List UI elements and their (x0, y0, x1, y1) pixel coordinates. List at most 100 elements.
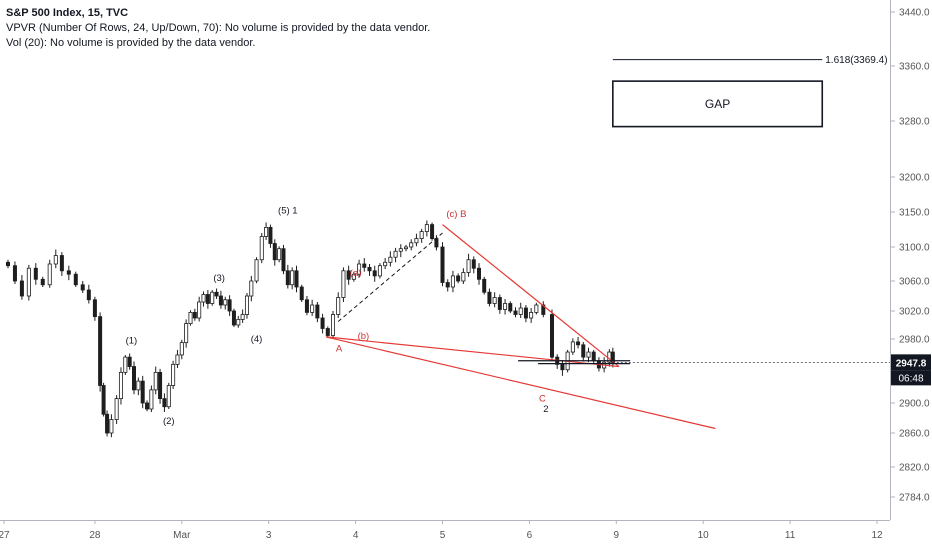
candle-up (201, 294, 206, 303)
candle-down (19, 280, 24, 297)
candle-up (570, 341, 575, 353)
candle-down (158, 371, 163, 400)
candle-up (149, 389, 154, 410)
candle-up (336, 297, 341, 315)
wave-label: (3) (213, 273, 225, 284)
candle-up (26, 267, 31, 297)
candle-down (372, 270, 377, 277)
candle-up (123, 356, 128, 373)
trendline[interactable] (442, 224, 620, 368)
price-tick-label: 2820.0 (899, 463, 930, 474)
candle-down (40, 278, 45, 286)
candle-up (249, 280, 254, 297)
candle-down (497, 297, 502, 310)
chart-title: S&P 500 Index, 15, TVC (6, 7, 129, 19)
candle-up (404, 246, 409, 250)
candle-up (171, 363, 176, 386)
gap-box[interactable] (612, 80, 824, 128)
time-tick-label: Mar (173, 530, 191, 541)
vpvr-indicator-label[interactable]: VPVR (Number Of Rows, 24, Up/Down, 70): … (6, 22, 431, 34)
candle-up (184, 323, 189, 344)
candle-up (492, 297, 497, 304)
time-tick-label: 5 (440, 530, 446, 541)
fib-extension-label: 1.618(3369.4) (825, 55, 887, 66)
time-tick-label: 6 (527, 530, 533, 541)
price-tick-label: 3360.0 (899, 62, 930, 73)
candle-up (461, 272, 466, 282)
candle-down (192, 311, 197, 319)
wave-label: C (539, 393, 546, 404)
candle-up (290, 270, 295, 286)
candle-down (482, 278, 487, 293)
time-tick-label: 28 (89, 530, 101, 541)
wave-label: (4) (251, 334, 263, 345)
price-tick-label: 3020.0 (899, 307, 930, 318)
volume-indicator-label[interactable]: Vol (20): No volume is provided by the d… (6, 37, 256, 49)
candle-down (325, 328, 330, 336)
candle-up (197, 301, 202, 319)
candle-up (357, 263, 362, 275)
candle-down (285, 270, 290, 286)
candle-up (259, 236, 264, 261)
candle-up (419, 231, 424, 240)
candle-down (591, 351, 596, 362)
candle-up (586, 351, 591, 358)
price-tick-label: 3200.0 (899, 173, 930, 184)
candle-down (576, 341, 581, 346)
candle-up (534, 304, 539, 313)
wave-label: 2 (543, 404, 548, 415)
time-tick-label: 9 (614, 530, 620, 541)
candle-up (53, 255, 58, 265)
candle-up (264, 226, 269, 237)
wave-label: (5) 1 (278, 205, 298, 216)
chart-legend: S&P 500 Index, 15, TVC VPVR (Number Of R… (6, 6, 430, 51)
candle-up (236, 318, 241, 326)
candle-down (471, 259, 476, 269)
candle-up (254, 259, 259, 282)
price-tick-label: 2980.0 (899, 335, 930, 346)
candle-up (114, 398, 119, 420)
candle-down (315, 304, 320, 319)
candle-down (33, 267, 38, 280)
candle-down (214, 291, 219, 297)
candle-down (80, 284, 85, 291)
candle-up (409, 242, 414, 248)
candle-down (86, 289, 91, 301)
candle-down (560, 363, 565, 371)
candle-up (210, 291, 215, 304)
candle-up (450, 275, 455, 288)
candle-down (98, 316, 103, 386)
trendline[interactable] (325, 336, 619, 368)
candle-down (59, 255, 64, 272)
candle-down (132, 366, 137, 391)
wave-label: (b) (358, 331, 370, 342)
candle-down (367, 266, 372, 272)
candle-down (456, 275, 461, 282)
candle-down (299, 286, 304, 301)
time-tick-label: 11 (785, 530, 796, 541)
candle-up (529, 311, 534, 319)
price-tick-label: 2860.0 (899, 429, 930, 440)
candle-up (414, 238, 419, 244)
trendline[interactable] (325, 336, 716, 430)
candle-up (277, 248, 282, 261)
candle-down (523, 307, 528, 319)
candle-down (268, 226, 273, 244)
dashed-wave-line[interactable] (337, 232, 443, 322)
time-tick-label: 27 (0, 530, 10, 541)
candle-down (92, 299, 97, 318)
candle-up (166, 385, 171, 408)
time-tick-label: 3 (266, 530, 272, 541)
candle-down (127, 356, 132, 367)
price-tick-label: 3150.0 (899, 208, 930, 219)
wave-label: A (336, 343, 343, 354)
candle-down (362, 263, 367, 268)
candle-up (179, 342, 184, 356)
candle-down (145, 402, 150, 410)
candle-down (549, 314, 554, 358)
candle-up (398, 248, 403, 252)
candle-down (581, 344, 586, 358)
candle-down (513, 310, 518, 315)
candle-up (331, 314, 336, 336)
